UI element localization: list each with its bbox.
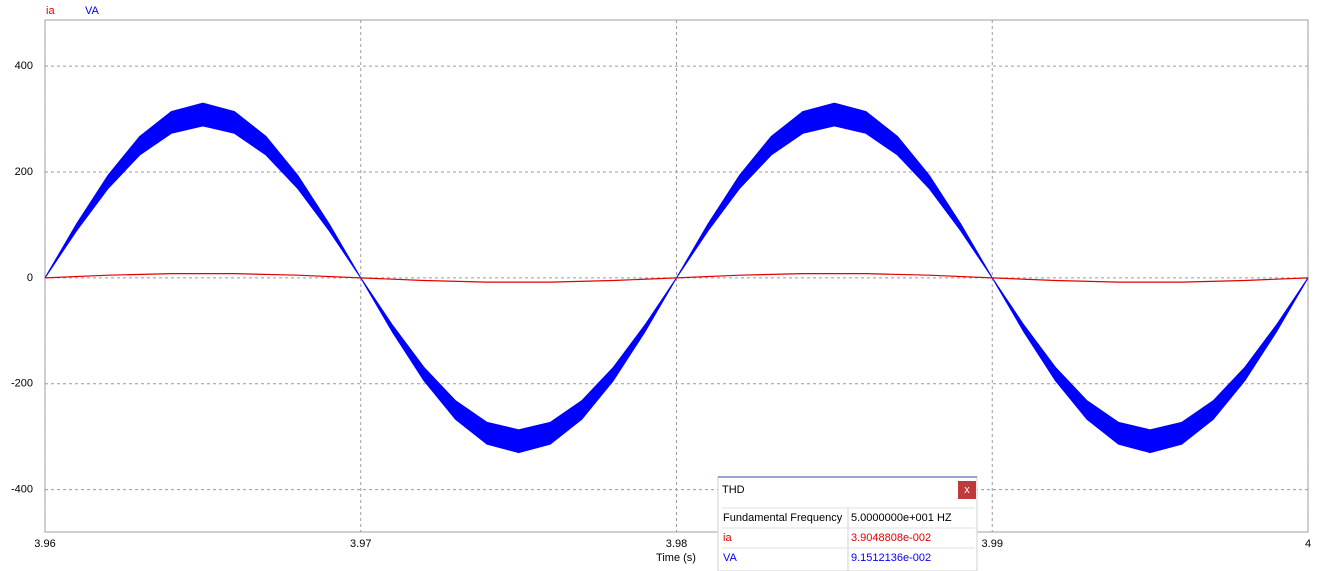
row-value: 5.0000000e+001 HZ bbox=[851, 512, 952, 524]
x-tick-label: 4 bbox=[1305, 538, 1311, 550]
row-value: 9.1512136e-002 bbox=[851, 552, 931, 564]
plot-area bbox=[44, 19, 1309, 533]
thd-panel: THD x Fundamental Frequency 5.0000000e+0… bbox=[717, 476, 978, 571]
voltage-band bbox=[44, 102, 1309, 454]
legend-entry: ia bbox=[46, 5, 55, 17]
row-label: VA bbox=[723, 552, 738, 564]
row-label: Fundamental Frequency bbox=[723, 512, 843, 524]
legend-entry: VA bbox=[85, 5, 100, 17]
x-axis-label: Time (s) bbox=[656, 552, 696, 564]
y-tick-label: 400 bbox=[15, 60, 33, 72]
plot: -400 -200 0 200 400 3.96 3.97 3.98 3.99 4 bbox=[11, 19, 1311, 550]
series-line bbox=[44, 273, 1309, 283]
row-label: ia bbox=[723, 532, 732, 544]
y-tick-label: 0 bbox=[27, 272, 33, 284]
row-value: 3.9048808e-002 bbox=[851, 532, 931, 544]
y-tick-label: -400 bbox=[11, 484, 33, 496]
close-button[interactable] bbox=[958, 481, 976, 499]
y-tick-label: 200 bbox=[15, 166, 33, 178]
panel-title: THD bbox=[722, 484, 745, 496]
x-tick-label: 3.97 bbox=[350, 538, 371, 550]
y-tick-label: -200 bbox=[11, 378, 33, 390]
close-label[interactable]: x bbox=[964, 484, 970, 496]
x-tick-label: 3.98 bbox=[666, 538, 687, 550]
x-tick-label: 3.96 bbox=[34, 538, 55, 550]
x-tick-label: 3.99 bbox=[982, 538, 1003, 550]
